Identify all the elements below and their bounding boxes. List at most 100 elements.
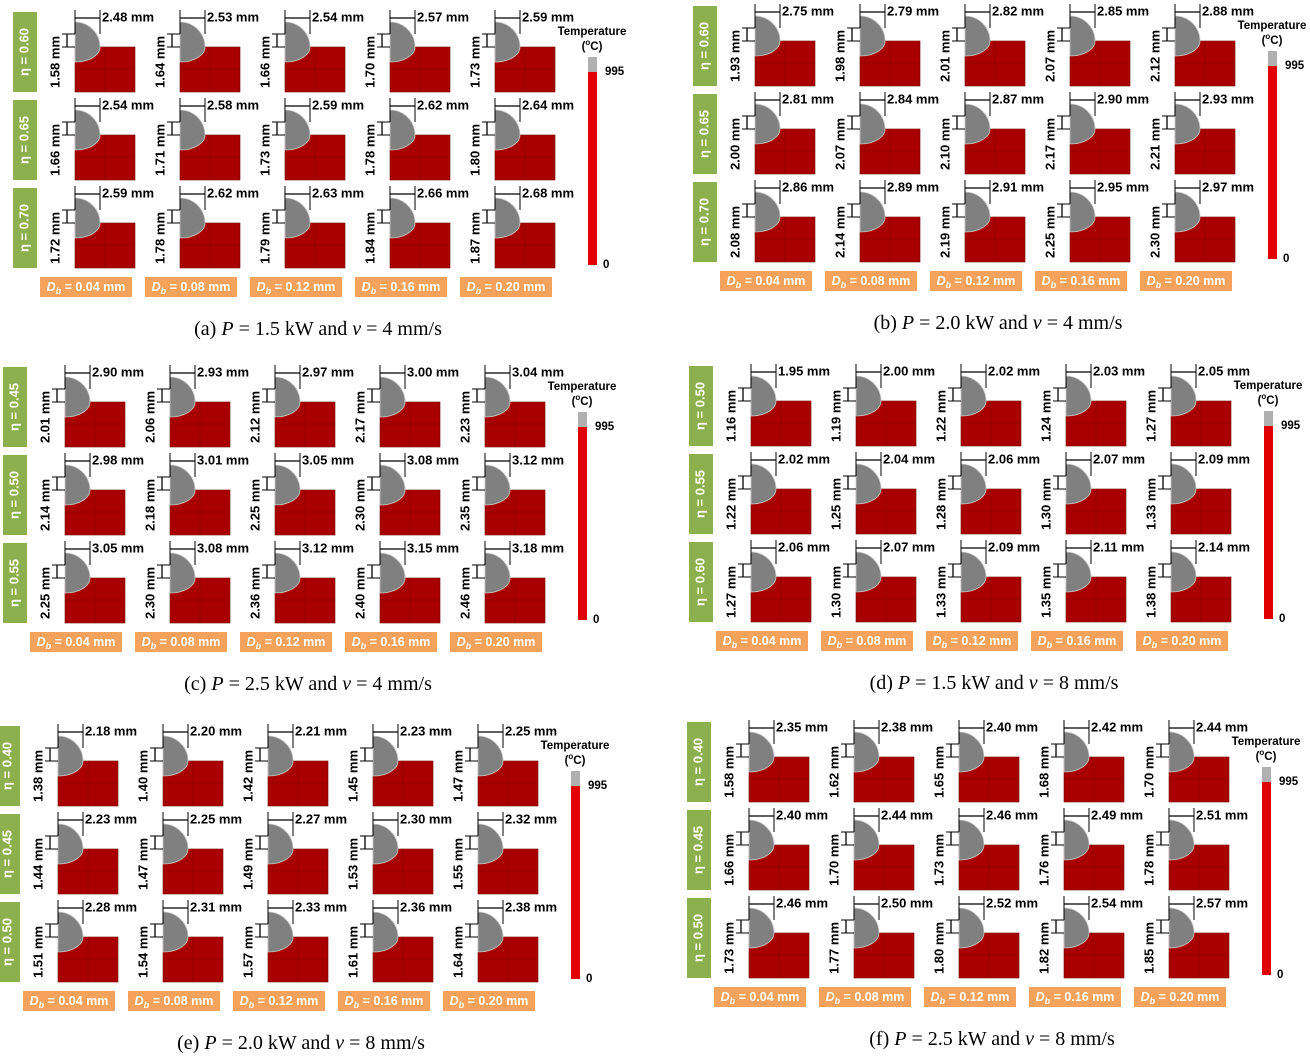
caption-part: = 2.0 kW and: [217, 1032, 336, 1054]
col-label: Db = 0.20 mm: [457, 635, 536, 651]
clad-track: [855, 463, 882, 505]
caption-part: P: [897, 672, 910, 694]
width-label: 2.04 mm: [883, 451, 935, 466]
width-label: 2.48 mm: [102, 9, 154, 24]
cell: 2.07 mm 1.30 mm: [1038, 451, 1145, 535]
col-symbol: D: [727, 274, 736, 288]
width-label: 2.35 mm: [776, 719, 828, 734]
clad-track: [57, 823, 84, 865]
cell: 3.05 mm 2.25 mm: [37, 540, 144, 624]
col-symbol: D: [247, 635, 256, 649]
colorbar-top: [571, 771, 580, 786]
col-symbol: D: [1038, 634, 1047, 648]
row-label-box: [3, 455, 27, 535]
col-value: = 0.12 mm: [947, 634, 1011, 648]
cell: 2.06 mm 1.27 mm: [723, 539, 830, 623]
col-value: = 0.16 mm: [1050, 990, 1114, 1004]
col-label-box: [23, 991, 115, 1011]
cell: 2.54 mm 1.66 mm: [257, 9, 364, 93]
col-label: Db = 0.16 mm: [1036, 990, 1115, 1006]
col-label-box: [1134, 987, 1226, 1007]
width-label: 2.62 mm: [207, 185, 259, 200]
cell: 2.75 mm 1.93 mm: [727, 3, 834, 87]
clad-track: [162, 823, 189, 865]
col-label: Db = 0.04 mm: [727, 274, 806, 290]
row-label: η = 0.60: [696, 22, 711, 70]
legend-unit: (oC): [572, 393, 593, 408]
row-label-box: [693, 94, 717, 174]
height-label: 1.35 mm: [1038, 566, 1053, 618]
unit-part: o: [575, 393, 580, 402]
unit-part: (: [1262, 35, 1266, 47]
width-label: 2.97 mm: [1202, 179, 1254, 194]
clad-track: [958, 819, 985, 861]
height-label: 2.25 mm: [37, 567, 52, 619]
cell: 2.59 mm 1.73 mm: [257, 97, 364, 181]
width-label: 2.46 mm: [986, 807, 1038, 822]
clad-track: [74, 21, 101, 63]
col-symbol: D: [931, 990, 940, 1004]
height-label: 1.68 mm: [1036, 746, 1051, 798]
legend-title: Temperature: [1238, 20, 1307, 32]
width-label: 2.90 mm: [1097, 91, 1149, 106]
col-label-box: [240, 632, 332, 652]
caption: (e) P = 2.0 kW and v = 8 mm/s: [177, 1032, 425, 1054]
height-label: 2.21 mm: [1147, 118, 1162, 170]
clad-track: [379, 376, 406, 418]
caption-part: = 2.5 kW and: [906, 1028, 1025, 1050]
height-label: 1.49 mm: [240, 838, 255, 890]
col-label-box: [128, 991, 220, 1011]
cell: 2.93 mm 2.06 mm: [142, 364, 249, 448]
col-value: = 0.20 mm: [471, 635, 535, 649]
colorbar-max: 995: [1279, 776, 1299, 788]
caption-part: (d): [870, 672, 898, 694]
width-label: 2.25 mm: [190, 811, 242, 826]
height-label: 1.28 mm: [933, 478, 948, 530]
width-label: 2.62 mm: [417, 97, 469, 112]
height-label: 2.40 mm: [352, 567, 367, 619]
cell: 2.20 mm 1.40 mm: [135, 723, 242, 807]
caption: (a) P = 1.5 kW and v = 4 mm/s: [194, 318, 442, 340]
width-label: 2.18 mm: [85, 723, 137, 738]
clad-track: [1069, 15, 1096, 57]
caption: (b) P = 2.0 kW and v = 4 mm/s: [874, 312, 1123, 334]
cell: 2.46 mm 1.73 mm: [721, 895, 828, 979]
col-value: = 0.12 mm: [951, 274, 1015, 288]
col-subscript: b: [736, 280, 742, 290]
row-label-box: [0, 726, 20, 806]
caption-part: P: [220, 318, 233, 340]
height-label: 1.33 mm: [933, 566, 948, 618]
col-label-box: [460, 277, 552, 297]
height-label: 1.66 mm: [257, 36, 272, 88]
width-label: 2.27 mm: [295, 811, 347, 826]
height-label: 2.14 mm: [832, 206, 847, 258]
height-label: 1.53 mm: [345, 838, 360, 890]
clad-track: [750, 463, 777, 505]
col-symbol: D: [362, 280, 371, 294]
col-label: Db = 0.12 mm: [257, 280, 336, 296]
col-subscript: b: [940, 996, 946, 1006]
cell: 2.23 mm 1.44 mm: [30, 811, 137, 895]
cell: 2.09 mm 1.33 mm: [933, 539, 1040, 623]
cell: 2.11 mm 1.35 mm: [1038, 539, 1144, 623]
width-label: 2.95 mm: [1097, 179, 1149, 194]
col-label-box: [821, 631, 913, 651]
height-label: 2.46 mm: [457, 567, 472, 619]
height-label: 2.01 mm: [937, 30, 952, 82]
clad-track: [267, 823, 294, 865]
clad-track: [179, 197, 206, 239]
clad-track: [1170, 551, 1197, 593]
height-label: 1.73 mm: [721, 922, 736, 974]
col-value: = 0.08 mm: [842, 634, 906, 648]
panel: η = 0.45 2.90 mm 2.01 mm 2.93 mm 2.06 mm 2.97…: [3, 364, 616, 695]
caption-part: P: [901, 312, 914, 334]
clad-track: [179, 21, 206, 63]
height-label: 1.40 mm: [135, 750, 150, 802]
clad-track: [1065, 463, 1092, 505]
clad-track: [494, 109, 521, 151]
clad-track: [1168, 731, 1195, 773]
height-label: 1.38 mm: [30, 750, 45, 802]
cell: 2.54 mm 1.82 mm: [1036, 895, 1143, 979]
caption-part: v: [1029, 672, 1038, 694]
height-label: 1.22 mm: [723, 478, 738, 530]
